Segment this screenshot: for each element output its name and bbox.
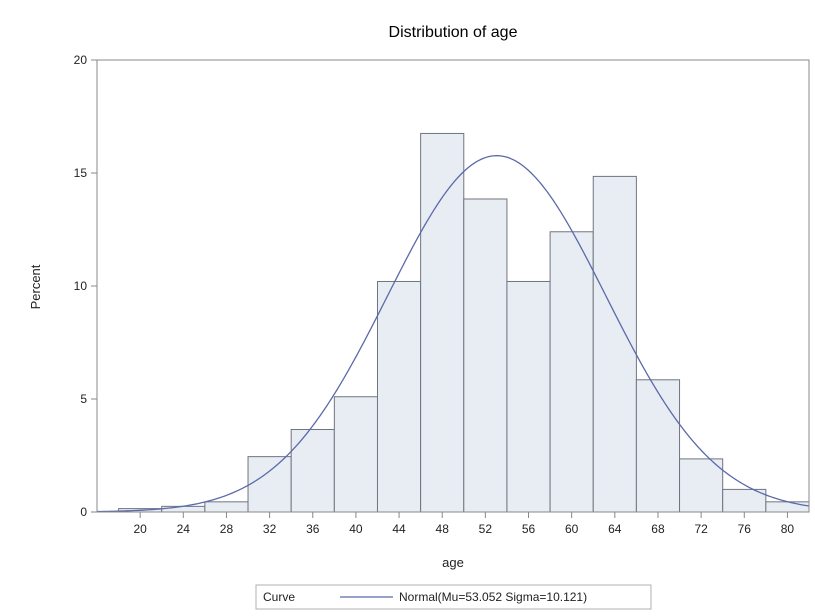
x-tick-label: 60 (565, 522, 579, 536)
x-tick-label: 52 (479, 522, 493, 536)
x-tick-label: 48 (436, 522, 450, 536)
y-tick-label: 0 (80, 505, 87, 519)
histogram-bar (463, 198, 508, 513)
chart-title: Distribution of age (389, 24, 518, 41)
histogram-bar (679, 458, 724, 513)
x-tick-label: 80 (781, 522, 795, 536)
y-tick-label: 20 (74, 53, 88, 67)
x-tick-label: 44 (392, 522, 406, 536)
x-tick-label: 36 (306, 522, 320, 536)
x-tick-label: 40 (349, 522, 363, 536)
normal-curve (96, 155, 810, 513)
y-tick-label: 10 (74, 279, 88, 293)
x-axis: 20 24 28 32 36 40 44 48 52 56 60 64 68 72 76 80 (133, 512, 794, 536)
histogram-bar (549, 231, 594, 513)
legend-box (255, 584, 652, 610)
histogram-bar (333, 396, 378, 513)
legend-entry: Normal(Mu=53.052 Sigma=10.121) (399, 590, 587, 604)
histogram-bar (635, 379, 681, 513)
x-tick-label: 32 (263, 522, 277, 536)
histogram-bar (204, 501, 249, 513)
histogram-bar (376, 280, 422, 513)
x-tick-label: 20 (133, 522, 147, 536)
histogram-bar (290, 429, 335, 513)
x-tick-label: 24 (177, 522, 191, 536)
histogram-bar (247, 456, 292, 513)
histogram-bar (765, 501, 810, 513)
y-axis: 0 5 10 15 20 (74, 53, 97, 519)
x-axis-label: age (442, 555, 464, 570)
histogram-bar (506, 280, 551, 513)
legend-title: Curve (263, 590, 295, 604)
x-tick-label: 76 (738, 522, 752, 536)
x-tick-label: 68 (651, 522, 665, 536)
histogram-bar (161, 505, 206, 513)
x-tick-label: 56 (522, 522, 536, 536)
histogram-bar (420, 132, 465, 513)
y-axis-label: Percent (28, 264, 43, 309)
x-tick-label: 28 (220, 522, 234, 536)
legend: Curve Normal(Mu=53.052 Sigma=10.121) (255, 584, 652, 610)
histogram-bar (592, 175, 637, 513)
x-tick-label: 72 (694, 522, 708, 536)
x-tick-label: 64 (608, 522, 622, 536)
y-tick-label: 15 (74, 166, 88, 180)
y-tick-label: 5 (80, 392, 87, 406)
